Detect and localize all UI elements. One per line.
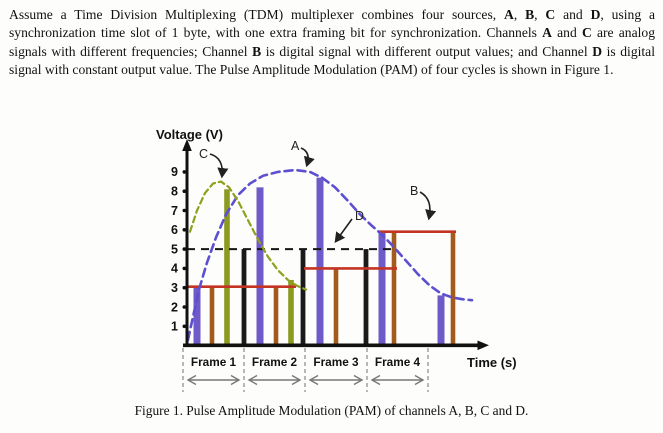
y-tick-label: 3	[171, 281, 178, 295]
pam-bar-A	[437, 295, 445, 346]
time-axis-label: Time (s)	[467, 355, 517, 370]
channel-label-B: B	[410, 184, 418, 198]
y-tick-dot	[182, 247, 187, 251]
arrowhead-left-icon	[186, 374, 197, 386]
y-tick-dot	[182, 228, 187, 232]
channel-name: B	[525, 7, 535, 22]
annotations-group: A B C D	[199, 139, 437, 243]
pam-bar-A	[256, 187, 264, 346]
frame-label: Frame 2	[252, 355, 298, 369]
pam-bar-B	[273, 287, 279, 346]
channel-name: B	[252, 43, 262, 59]
frame-label: Frame 3	[313, 355, 359, 369]
y-ticks-group: 1 2 3 4 5 6 7 8 9	[171, 165, 187, 334]
arrowhead-right-icon	[353, 374, 364, 386]
problem-statement: Assume a Time Division Multiplexing (TDM…	[9, 6, 655, 80]
y-tick-label: 9	[171, 165, 178, 179]
pam-bar-B	[450, 231, 456, 346]
y-tick-label: 6	[171, 223, 178, 237]
arrowhead-right-icon	[414, 374, 425, 386]
text-run: ,	[513, 7, 526, 22]
channel-pointer-arrow	[334, 218, 353, 243]
text-run: and	[551, 25, 582, 41]
arrowhead-left-icon	[247, 374, 258, 386]
y-tick-dot	[182, 208, 187, 213]
channel-label-C: C	[199, 147, 208, 161]
pam-bar-A	[316, 177, 324, 346]
pam-bar-C	[288, 279, 294, 346]
curve-A	[186, 168, 474, 342]
y-tick-label: 4	[171, 262, 178, 276]
frame-label: Frame 4	[375, 355, 421, 369]
pam-bar-B	[391, 231, 397, 346]
pam-bar-C	[224, 189, 230, 346]
arrowhead-right-icon	[291, 374, 302, 386]
channel-name: C	[545, 7, 556, 22]
text-run: and	[555, 7, 591, 22]
pam-bar-D	[363, 249, 369, 346]
y-tick-label: 5	[171, 242, 178, 256]
x-axis-arrowhead-icon	[477, 340, 489, 351]
arrowhead-left-icon	[308, 374, 319, 386]
pam-bar-B	[333, 268, 339, 346]
y-tick-dot	[182, 324, 187, 329]
text-run: ,	[534, 7, 546, 22]
channel-pointer-arrow	[209, 153, 229, 179]
y-tick-label: 7	[171, 204, 178, 218]
text-run: are analog signals with different freque…	[9, 25, 655, 59]
analog-curves-group	[186, 168, 474, 342]
pam-bar-B	[209, 287, 215, 346]
pam-bar-A	[193, 285, 201, 346]
y-tick-dot	[182, 189, 187, 193]
channel-name: A	[503, 7, 514, 22]
pam-bar-A	[378, 231, 386, 346]
arrowhead-left-icon	[370, 374, 381, 386]
y-tick-label: 2	[171, 300, 178, 314]
pam-bar-D	[241, 249, 247, 346]
channel-name: D	[590, 7, 601, 22]
y-tick-dot	[182, 266, 187, 271]
channel-pointer-arrow	[300, 147, 315, 168]
channel-name: C	[581, 25, 592, 41]
text-run: , using a synchronization time slot of 1…	[9, 7, 656, 41]
pam-bar-D	[300, 249, 306, 346]
y-tick-label: 1	[171, 320, 178, 334]
channel-name: D	[592, 43, 603, 59]
voltage-axis-label: Voltage (V)	[156, 127, 223, 142]
level-lines-group	[186, 230, 456, 289]
y-tick-dot	[182, 305, 187, 309]
channel-name: A	[542, 25, 552, 41]
figure-caption: Figure 1. Pulse Amplitude Modulation (PA…	[134, 403, 529, 418]
y-tick-label: 8	[171, 185, 178, 199]
text-run: is digital signal with different output …	[261, 43, 593, 59]
channel-pointer-arrow	[419, 191, 437, 221]
text-run: Assume a Time Division Multiplexing (TDM…	[9, 7, 504, 22]
frame-label: Frame 1	[191, 355, 237, 369]
frame-markers-group: Frame 1 Frame 2 Frame 3 Frame 4	[182, 348, 429, 392]
y-axis-arrowhead-icon	[182, 139, 192, 151]
y-tick-dot	[182, 285, 187, 290]
y-tick-dot	[182, 170, 187, 174]
channel-label-A: A	[291, 139, 300, 153]
channel-label-D: D	[355, 209, 364, 223]
arrowhead-right-icon	[230, 374, 241, 386]
text-run: is digital signal with constant output v…	[9, 43, 655, 78]
pam-bars-group	[193, 177, 456, 346]
curve-C	[188, 180, 308, 291]
axes-group	[182, 139, 489, 351]
